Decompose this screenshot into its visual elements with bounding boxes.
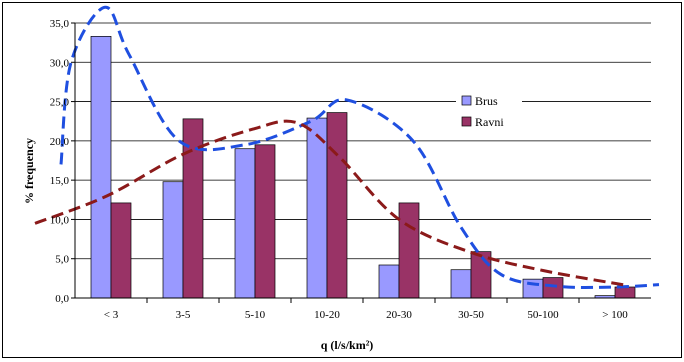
- bar-ravni: [110, 202, 132, 299]
- y-axis-title: % frequency: [22, 138, 36, 204]
- x-axis-title: q (l/s/km²): [321, 338, 374, 352]
- y-tick-label: 0,0: [55, 293, 69, 305]
- legend-label-brus: Brus: [475, 94, 498, 108]
- x-tick-label: 50-100: [527, 309, 559, 321]
- x-tick-label: 3-5: [176, 309, 191, 321]
- axes: [74, 23, 651, 299]
- y-tick-label: 10,0: [50, 214, 70, 226]
- legend-swatch-brus: [461, 95, 472, 106]
- x-tick-label: 5-10: [245, 309, 266, 321]
- legend: Brus Ravni: [456, 89, 522, 133]
- fit-curves: [34, 5, 660, 289]
- bar-brus: [234, 148, 256, 299]
- y-tick-label: 5,0: [55, 254, 69, 266]
- legend-swatch-ravni: [461, 116, 472, 127]
- bar-ravni: [542, 277, 564, 299]
- x-tick-label: < 3: [104, 309, 119, 321]
- x-tick-label: 10-20: [314, 309, 340, 321]
- fit-curve-ravni: [34, 119, 628, 287]
- y-tick-label: 35,0: [50, 18, 70, 30]
- bar-ravni: [398, 202, 420, 299]
- y-tick-label: 30,0: [50, 57, 70, 69]
- fit-curve-brus: [59, 5, 660, 289]
- bar-brus: [450, 269, 472, 299]
- bar-ravni: [614, 286, 636, 299]
- bar-brus: [306, 117, 328, 299]
- x-tick-label: 30-50: [458, 309, 484, 321]
- x-tick-label: > 100: [602, 309, 628, 321]
- y-tick-label: 15,0: [50, 175, 70, 187]
- y-tick-label: 25,0: [50, 97, 70, 109]
- legend-label-ravni: Ravni: [475, 115, 504, 129]
- y-tick-labels: 0,0 5,0 10,0 15,0 20,0 25,0 30,0 35,0: [50, 18, 70, 305]
- x-tick-label: 20-30: [386, 309, 412, 321]
- gridlines: [71, 22, 651, 303]
- bar-brus: [378, 264, 400, 299]
- y-tick-label: 20,0: [50, 136, 70, 148]
- bars: [90, 36, 636, 299]
- histogram-chart: 0,0 5,0 10,0 15,0 20,0 25,0 30,0 35,0 < 3 3-5 5-1…: [22, 5, 660, 352]
- x-tick-labels: < 3 3-5 5-10 10-20 20-30 30-50 50-100 > 100: [104, 309, 628, 321]
- bar-ravni: [326, 112, 348, 299]
- bar-brus: [522, 278, 544, 299]
- bar-brus: [162, 181, 184, 299]
- chart-frame: 0,0 5,0 10,0 15,0 20,0 25,0 30,0 35,0 < 3 3-5 5-1…: [2, 2, 682, 358]
- bar-ravni: [254, 144, 276, 299]
- bar-brus: [90, 36, 112, 299]
